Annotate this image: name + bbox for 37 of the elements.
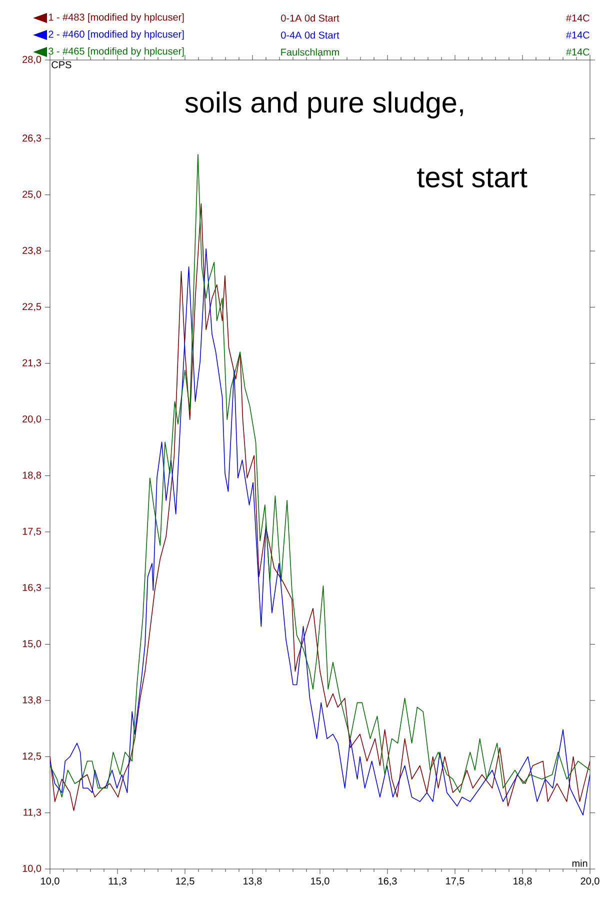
text: soils and pure sludge, <box>185 92 463 118</box>
x-tick-label: 10,0 <box>41 878 60 886</box>
y-tick-label: 13,8 <box>22 696 42 705</box>
x-tick-label: 12,5 <box>176 878 194 886</box>
text: test start <box>417 168 528 188</box>
y-tick-label: 10,0 <box>22 864 42 874</box>
x-tick-label: 16,3 <box>378 878 397 886</box>
text: #14C <box>566 31 590 39</box>
y-tick-label: 15,0 <box>22 640 42 648</box>
x-axis-title: min <box>572 860 588 867</box>
text: Faulschlamm <box>281 48 339 56</box>
y-tick-label: 26,3 <box>22 134 42 143</box>
y-tick-label: 17,5 <box>22 528 42 536</box>
y-tick-label: 12,5 <box>22 752 42 761</box>
legend-label: 2 - #460 [modified by hplcuser] <box>48 30 184 40</box>
y-tick-label: 16,3 <box>22 584 42 592</box>
text: 3 - #465 [modified by hplcuser] <box>48 47 184 57</box>
text: 0-1A 0d Start <box>281 14 340 22</box>
y-tick-label: 23,8 <box>22 246 42 256</box>
x-tick-label: 13,8 <box>244 878 262 886</box>
y-tick-label: 25,0 <box>22 190 42 199</box>
text: #14C <box>566 14 590 22</box>
y-tick-label: 22,5 <box>22 303 42 312</box>
text: 0-4A 0d Start <box>281 31 340 39</box>
x-tick-label: 11,3 <box>108 878 126 886</box>
x-tick-label: 18,8 <box>514 878 532 886</box>
y-tick-label: 20,0 <box>22 415 42 424</box>
x-tick-label: 15,0 <box>311 878 330 886</box>
y-tick-label: 18,8 <box>22 472 42 480</box>
legend-label: 1 - #483 [modified by hplcuser] <box>48 13 184 23</box>
y-axis-title: CPS <box>52 61 72 68</box>
y-tick-label: 21,3 <box>22 359 42 368</box>
x-tick-label: 20,0 <box>580 878 600 886</box>
text: #14C <box>566 48 590 56</box>
y-tick-label: 11,3 <box>24 808 42 817</box>
y-tick-label: 28,0 <box>22 56 42 64</box>
x-tick-label: 17,5 <box>446 878 464 886</box>
